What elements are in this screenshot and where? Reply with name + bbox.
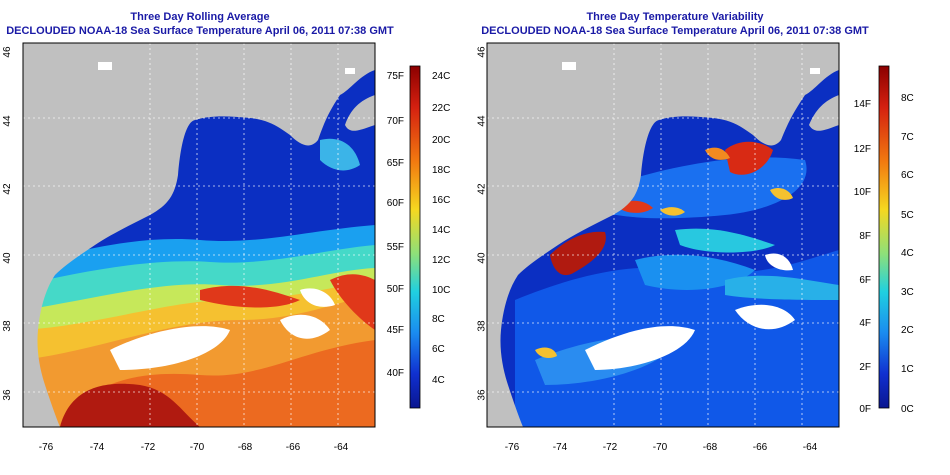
right-panel: Three Day Temperature Variability DECLOU… [475, 0, 950, 475]
left-cb-c-tick: 16C [432, 195, 450, 206]
right-lon-tick: -76 [505, 442, 520, 453]
right-colorbar [878, 65, 890, 409]
right-lon-tick: -64 [803, 442, 818, 453]
right-cb-c-tick: 0C [901, 404, 914, 415]
left-cb-c-tick: 20C [432, 135, 450, 146]
left-lon-tick: -76 [39, 442, 54, 453]
left-cb-c-tick: 14C [432, 225, 450, 236]
right-cb-c-tick: 1C [901, 364, 914, 375]
right-lat-tick: 44 [476, 115, 487, 127]
left-lat-tick: 36 [2, 389, 13, 401]
right-lon-tick: -68 [703, 442, 718, 453]
left-cb-c-tick: 4C [432, 375, 445, 386]
left-lat-tick: 38 [2, 320, 13, 332]
left-cb-f-tick: 40F [387, 368, 404, 379]
left-cb-f-tick: 50F [387, 284, 404, 295]
left-lat-tick: 46 [2, 46, 13, 58]
left-cb-f-tick: 65F [387, 158, 404, 169]
left-cb-f-tick: 60F [387, 198, 404, 209]
right-hotspot-north [725, 141, 773, 175]
right-cb-f-tick: 8F [859, 231, 871, 242]
right-cb-f-tick: 6F [859, 275, 871, 286]
left-cb-c-tick: 6C [432, 344, 445, 355]
right-title: Three Day Temperature Variability [586, 11, 764, 23]
left-cb-c-tick: 12C [432, 255, 450, 266]
right-cb-f-tick: 14F [854, 99, 871, 110]
left-lon-tick: -68 [238, 442, 253, 453]
right-lon-tick: -74 [553, 442, 568, 453]
right-map-frame [486, 42, 840, 428]
left-cb-f-tick: 55F [387, 242, 404, 253]
left-lat-tick: 44 [2, 115, 13, 127]
left-cb-c-tick: 22C [432, 103, 450, 114]
right-cb-c-tick: 7C [901, 132, 914, 143]
left-subtitle: DECLOUDED NOAA-18 Sea Surface Temperatur… [6, 25, 394, 37]
left-cb-f-tick: 70F [387, 116, 404, 127]
right-cb-c-tick: 6C [901, 170, 914, 181]
left-lon-tick: -72 [141, 442, 156, 453]
left-land [23, 43, 375, 427]
left-graticule [23, 43, 375, 427]
right-cb-c-tick: 3C [901, 287, 914, 298]
left-title: Three Day Rolling Average [130, 11, 270, 23]
right-lon-tick: -72 [603, 442, 618, 453]
left-lon-tick: -66 [286, 442, 301, 453]
left-cb-f-tick: 75F [387, 71, 404, 82]
right-cb-c-tick: 5C [901, 210, 914, 221]
right-cb-f-tick: 10F [854, 187, 871, 198]
right-lat-tick: 42 [476, 183, 487, 195]
left-cb-c-tick: 24C [432, 71, 450, 82]
right-cb-c-tick: 4C [901, 248, 914, 259]
left-cb-c-tick: 10C [432, 285, 450, 296]
right-cb-c-tick: 8C [901, 93, 914, 104]
left-cb-c-tick: 18C [432, 165, 450, 176]
right-hotspot-south [550, 231, 606, 276]
right-graticule [487, 43, 839, 427]
left-lon-tick: -64 [334, 442, 349, 453]
left-cb-c-tick: 8C [432, 314, 445, 325]
right-cb-f-tick: 4F [859, 318, 871, 329]
right-cb-f-tick: 12F [854, 144, 871, 155]
left-lat-tick: 40 [2, 252, 13, 264]
right-cb-f-tick: 0F [859, 404, 871, 415]
left-colorbar [409, 65, 421, 409]
right-lat-tick: 36 [476, 389, 487, 401]
right-map-figure: -76 -74 -72 -70 -68 -66 -64 36 38 40 42 … [476, 42, 914, 453]
left-lon-tick: -74 [90, 442, 105, 453]
left-map-figure: -76 -74 -72 -70 -68 -66 -64 36 38 40 42 … [2, 42, 450, 453]
left-panel: Three Day Rolling Average DECLOUDED NOAA… [2, 11, 450, 453]
right-lon-tick: -70 [653, 442, 668, 453]
left-lat-tick: 42 [2, 183, 13, 195]
right-lon-tick: -66 [753, 442, 768, 453]
right-lat-tick: 46 [476, 46, 487, 58]
right-cb-f-tick: 2F [859, 362, 871, 373]
right-land [487, 43, 839, 427]
right-lat-tick: 38 [476, 320, 487, 332]
left-lon-tick: -70 [190, 442, 205, 453]
right-lat-tick: 40 [476, 252, 487, 264]
left-map-frame [22, 42, 376, 428]
left-cb-f-tick: 45F [387, 325, 404, 336]
right-subtitle: DECLOUDED NOAA-18 Sea Surface Temperatur… [481, 25, 869, 37]
right-cb-c-tick: 2C [901, 325, 914, 336]
